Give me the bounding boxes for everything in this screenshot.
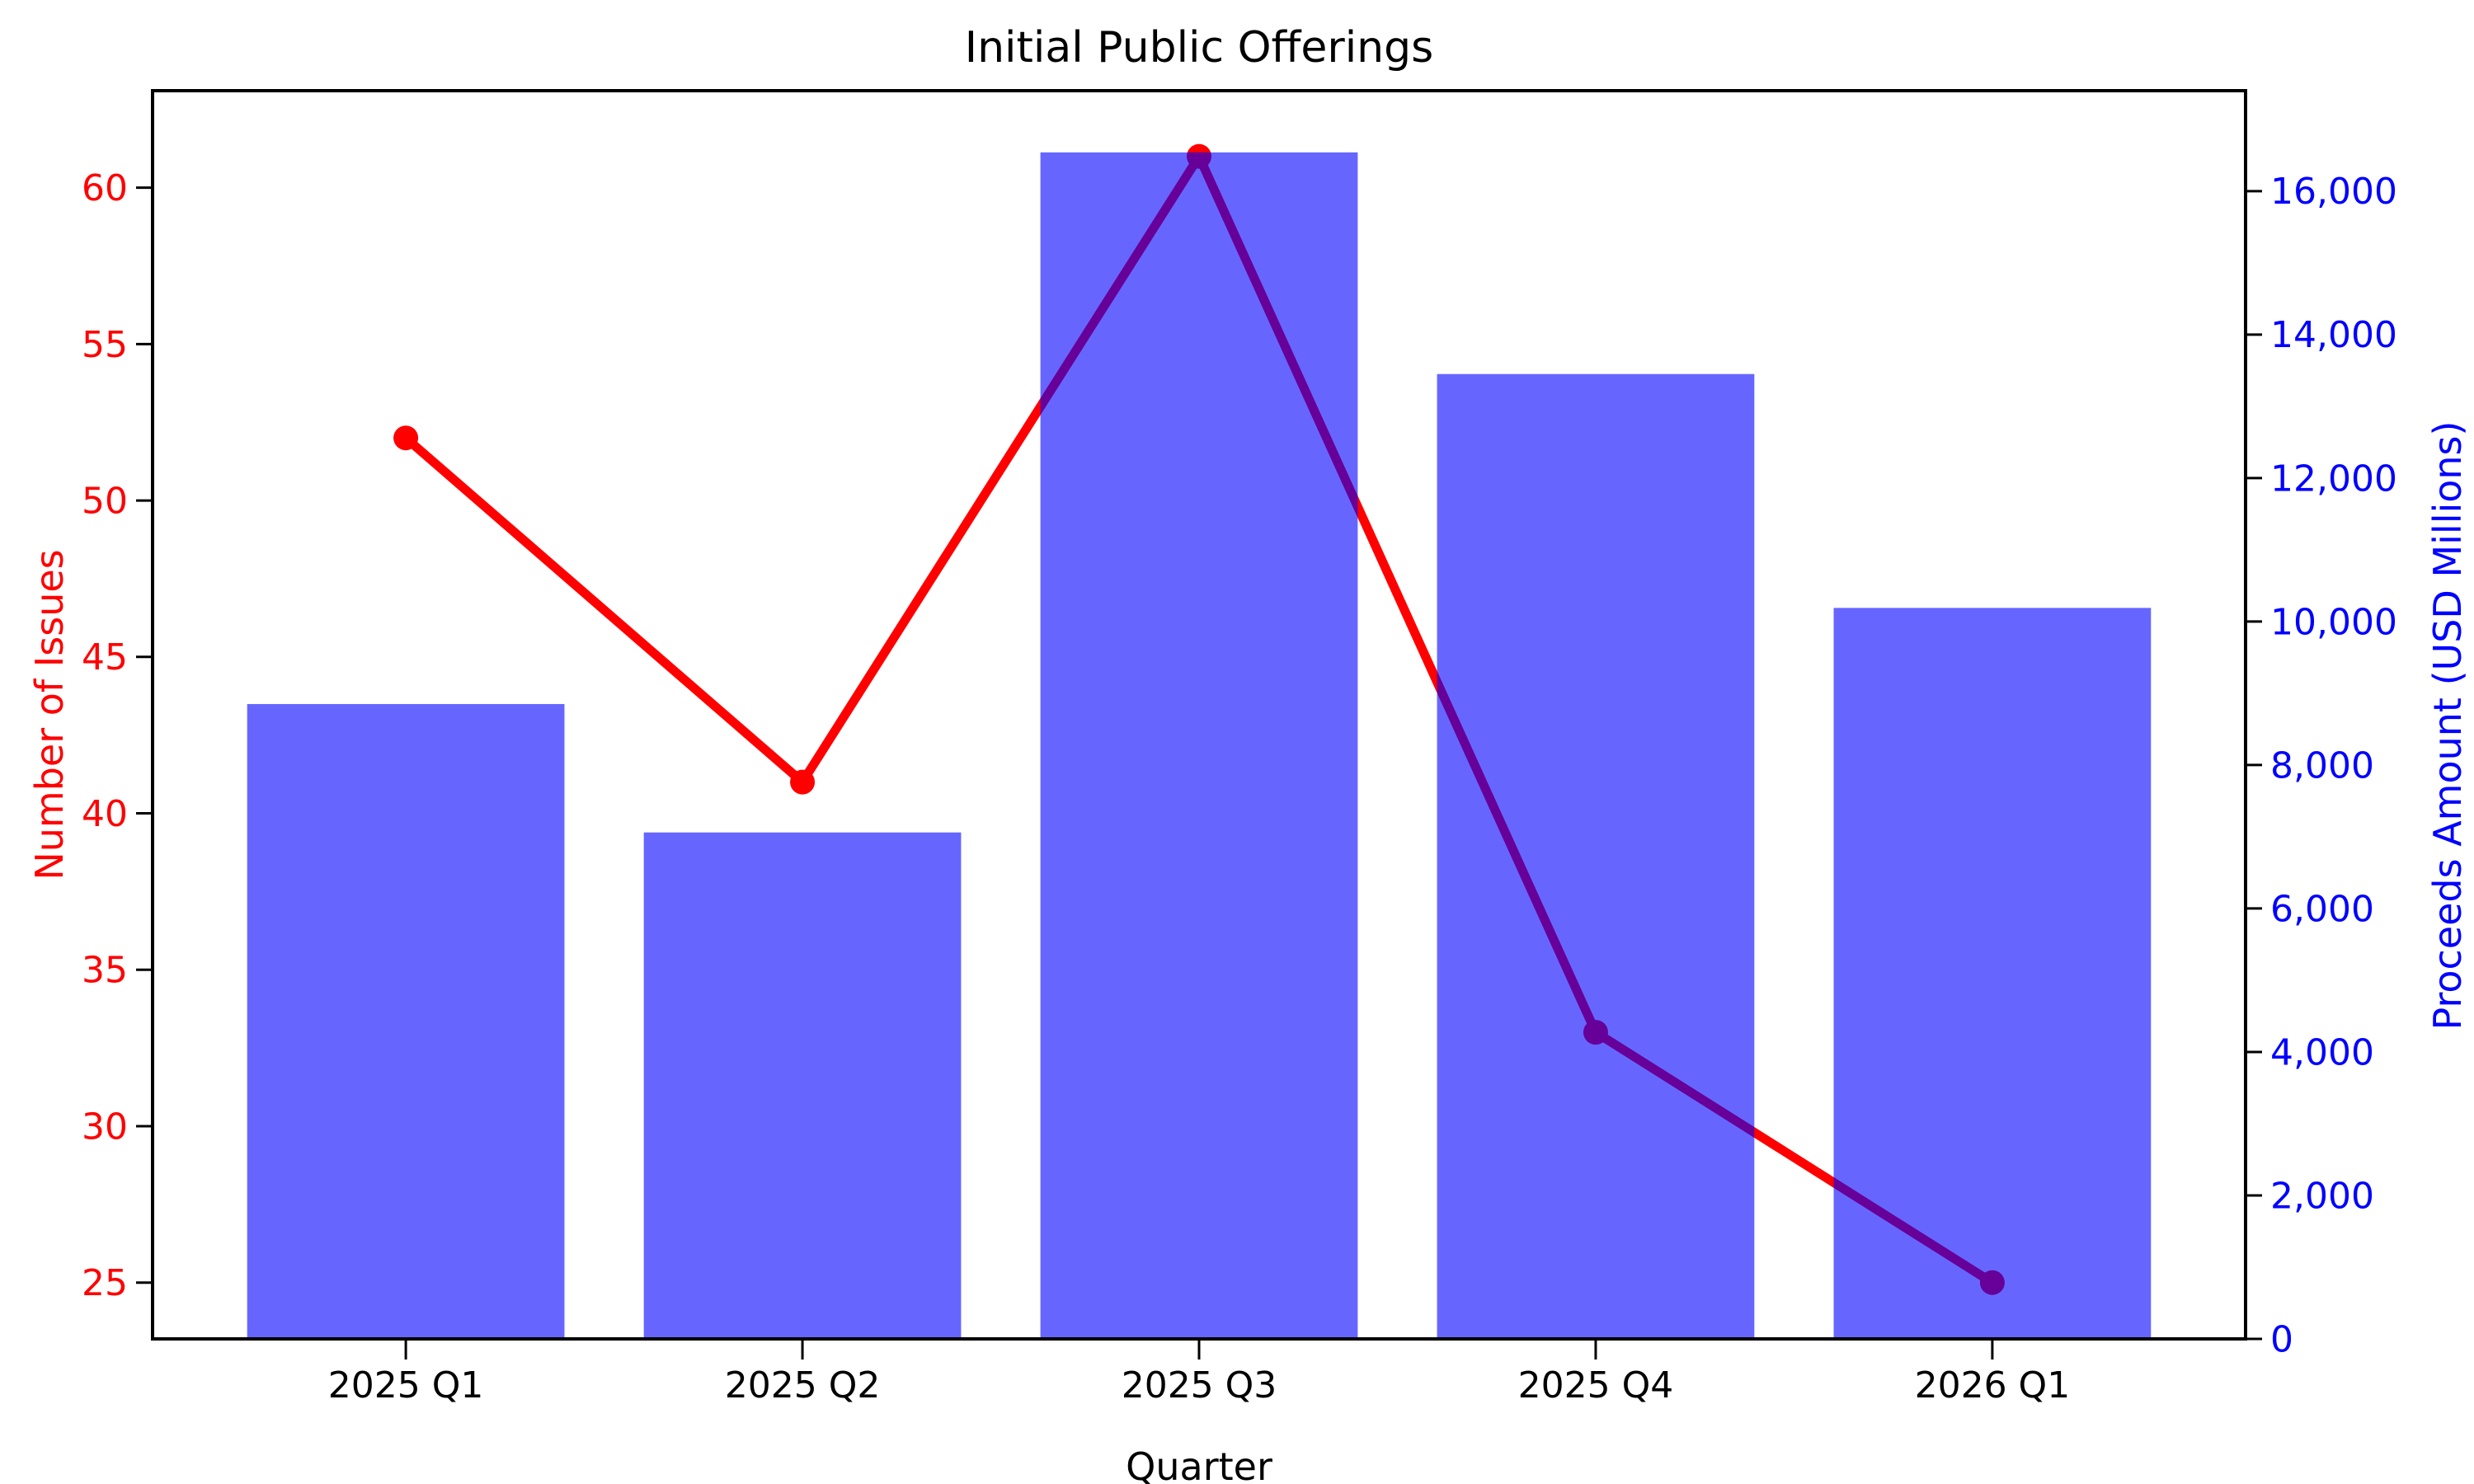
- right-tick-label: 8,000: [2270, 744, 2374, 787]
- x-tick-label-2025-q3: 2025 Q3: [1122, 1364, 1277, 1407]
- right-tick-label: 4,000: [2270, 1031, 2374, 1073]
- proceeds-bar-2025-q3: [1040, 152, 1358, 1340]
- right-tick-label: 16,000: [2270, 171, 2397, 213]
- left-axis-title: Number of Issues: [27, 549, 72, 881]
- axes: 25 30 35 40 45 50 55 60 0 2,000 4,000 6,000 8,000 10,…: [82, 89, 2397, 1407]
- proceeds-bar-2026-q1: [1833, 608, 2152, 1339]
- chart-title: Initial Public Offerings: [964, 23, 1434, 73]
- x-axis-title: Quarter: [1126, 1444, 1272, 1484]
- left-tick-label: 55: [82, 324, 128, 366]
- proceeds-bar-2025-q1: [247, 703, 565, 1339]
- issues-marker-2025-q1: [393, 425, 419, 451]
- left-tick-label: 35: [82, 950, 128, 992]
- right-axis-title: Proceeds Amount (USD Millions): [2425, 420, 2470, 1031]
- proceeds-bar-series: [247, 152, 2152, 1340]
- right-tick-label: 10,000: [2270, 601, 2397, 643]
- right-tick-label: 0: [2270, 1318, 2293, 1360]
- proceeds-bar-2025-q4: [1437, 373, 1755, 1339]
- left-tick-label: 25: [82, 1262, 128, 1304]
- proceeds-bar-2025-q2: [643, 832, 962, 1339]
- right-tick-label: 6,000: [2270, 888, 2374, 930]
- left-tick-label: 60: [82, 167, 128, 209]
- x-tick-label-2025-q4: 2025 Q4: [1518, 1364, 1674, 1407]
- left-tick-label: 30: [82, 1106, 128, 1148]
- x-tick-label-2025-q1: 2025 Q1: [328, 1364, 484, 1407]
- x-tick-label-2026-q1: 2026 Q1: [1915, 1364, 2071, 1407]
- right-tick-label: 14,000: [2270, 314, 2397, 356]
- x-tick-label-2025-q2: 2025 Q2: [725, 1364, 881, 1407]
- right-tick-label: 2,000: [2270, 1175, 2374, 1217]
- left-tick-label: 50: [82, 480, 128, 522]
- issues-marker-2025-q2: [790, 769, 816, 795]
- right-tick-label: 12,000: [2270, 458, 2397, 500]
- left-tick-label: 45: [82, 636, 128, 679]
- left-tick-label: 40: [82, 793, 128, 835]
